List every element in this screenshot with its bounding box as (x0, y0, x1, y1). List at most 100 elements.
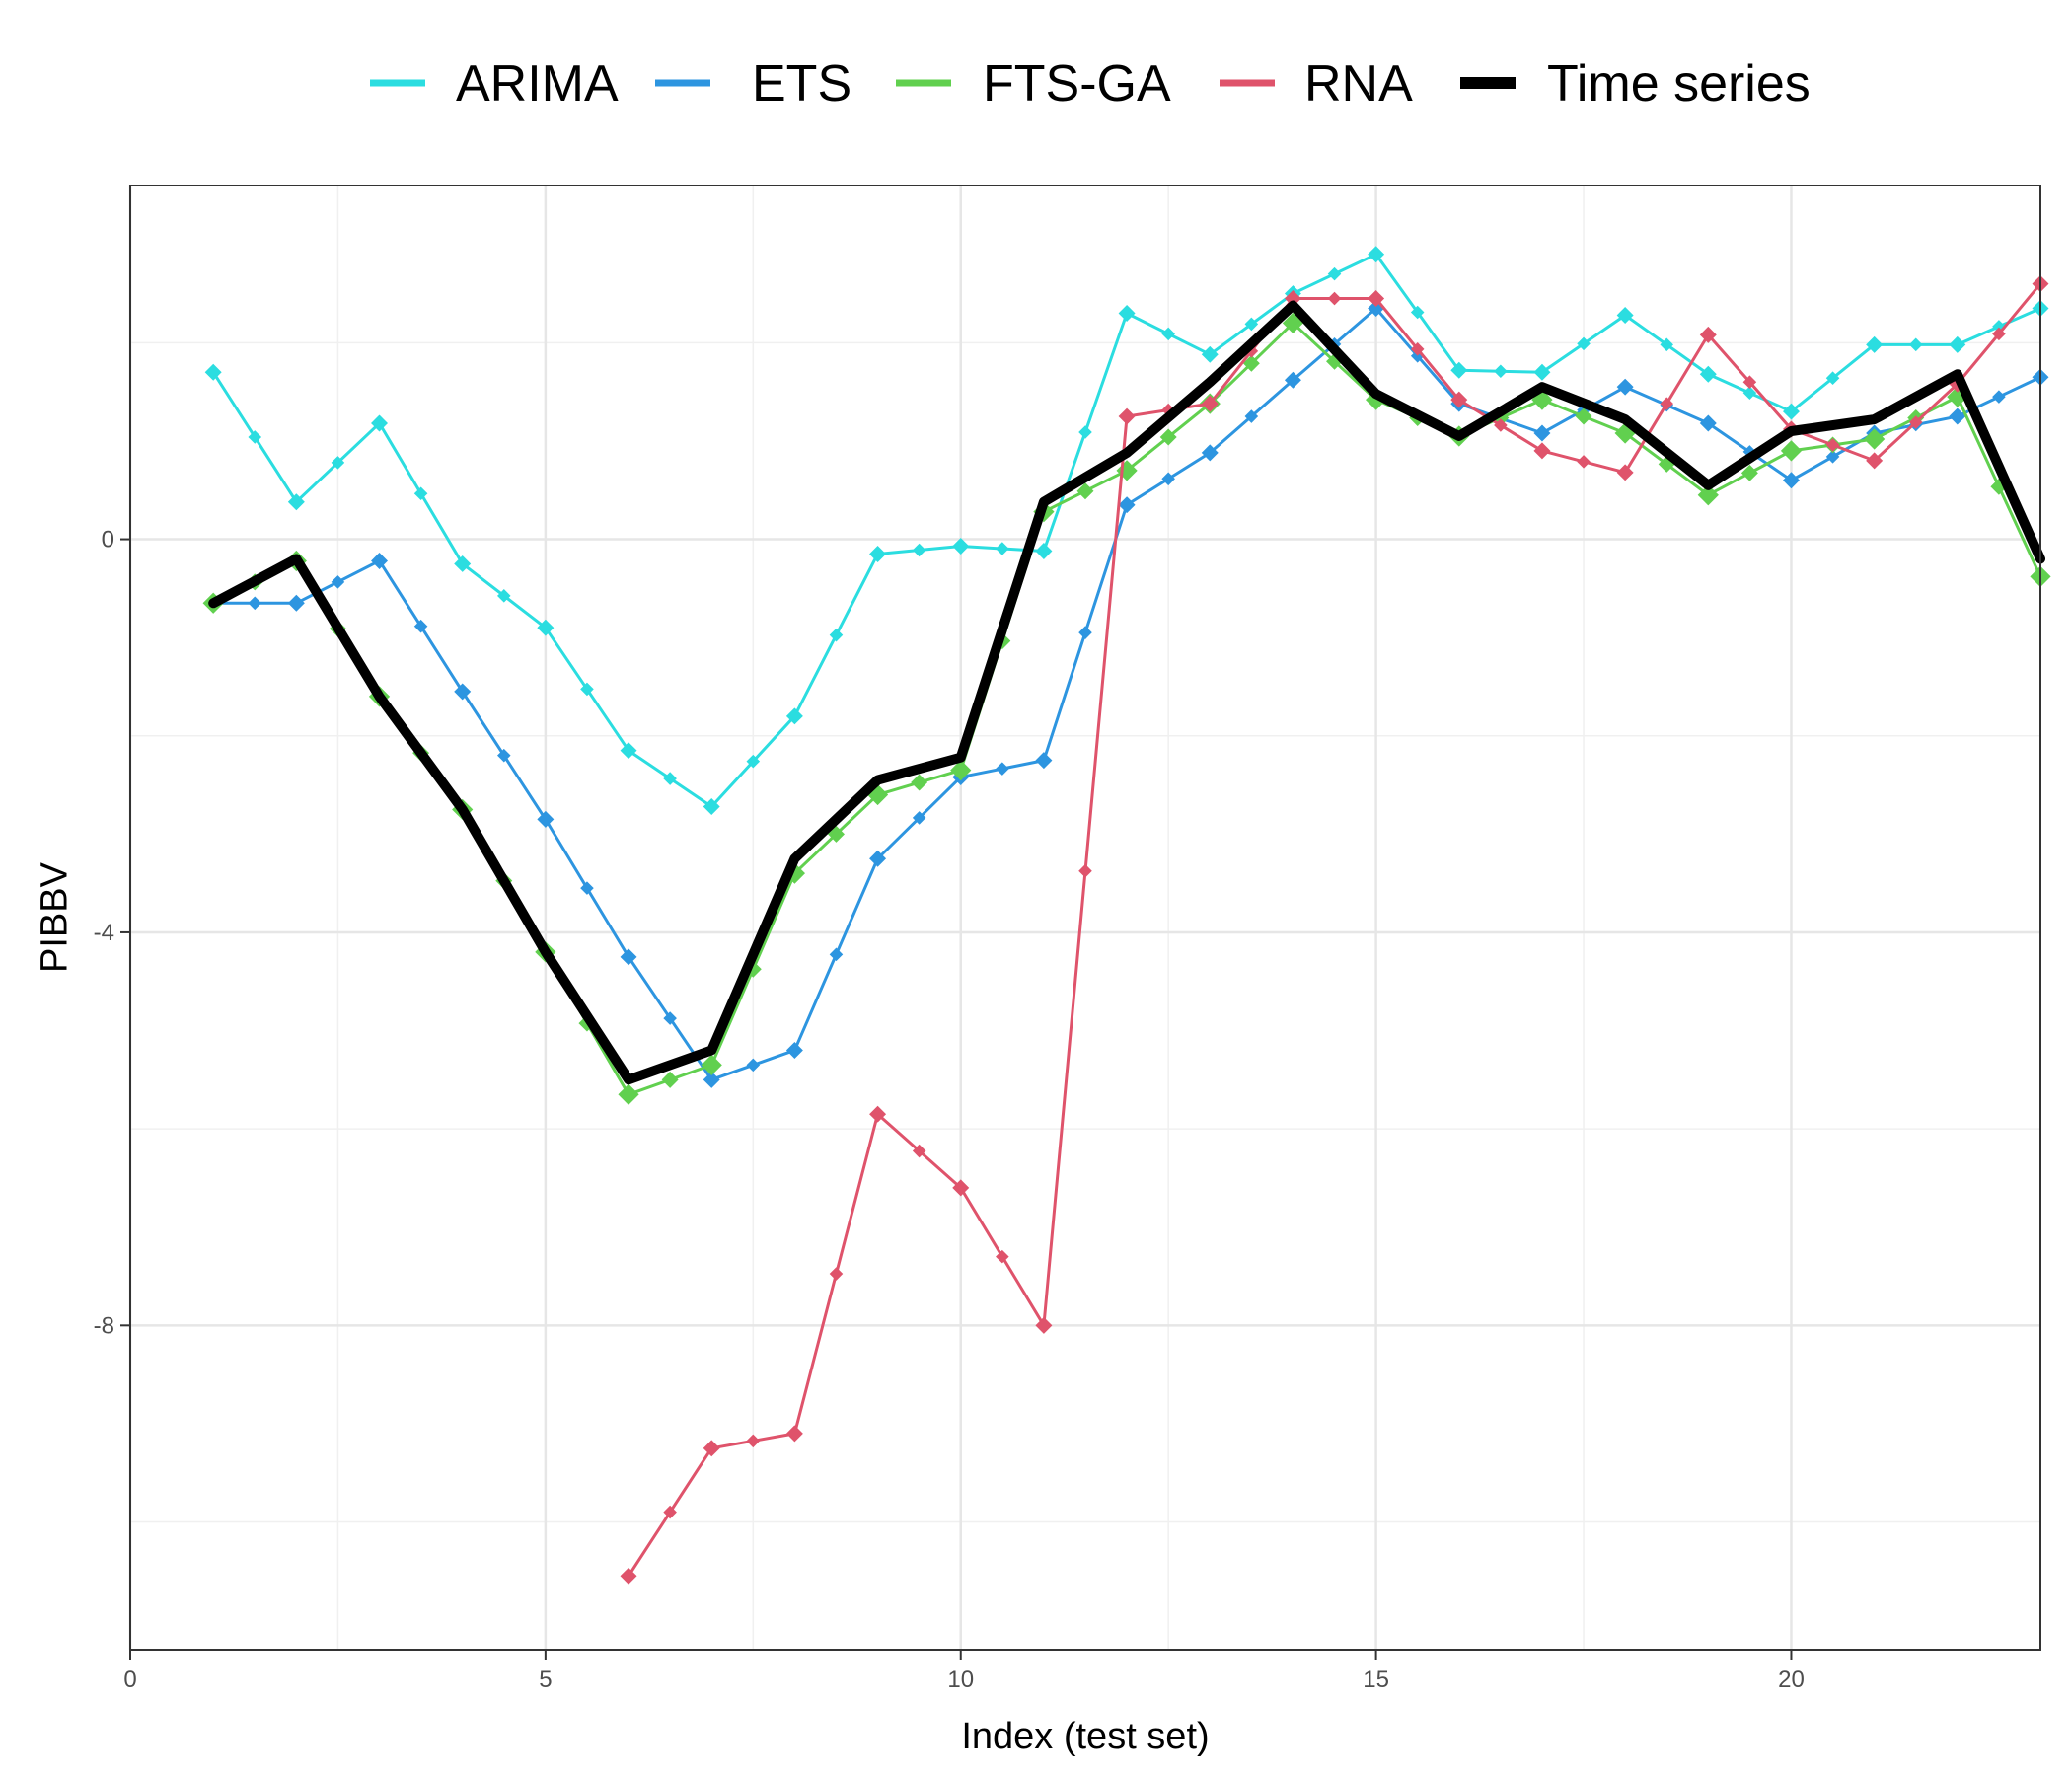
series-arima (204, 246, 2049, 815)
legend-label-ets: ETS (752, 55, 851, 112)
segment-marker-rna (1494, 418, 1508, 432)
data-point-arima (454, 555, 472, 572)
segment-marker-arima (1494, 364, 1508, 379)
segment-marker-rna (1825, 438, 1840, 452)
segment-marker-arima (829, 628, 844, 642)
data-point-rna (703, 1440, 720, 1457)
segment-marker-arima (1742, 386, 1757, 400)
data-point-arima (1949, 335, 1966, 353)
segment-marker-ets (248, 596, 262, 611)
grid-lines (128, 185, 2040, 1650)
y-tick-label: -4 (94, 920, 114, 946)
series-time-series (208, 300, 2045, 1085)
series-line-fts-ga (211, 321, 2042, 1096)
data-point-fts-ga (701, 1054, 722, 1076)
segment-marker-arima (1161, 327, 1175, 341)
segment-marker-arima (413, 486, 428, 501)
segment-marker-arima (1244, 317, 1259, 332)
segment-marker-ets (1825, 450, 1840, 464)
segment-marker-ets (1244, 409, 1259, 423)
data-point-ets (1035, 752, 1053, 770)
segment-marker-ets (331, 575, 345, 589)
series-line-rna (627, 282, 2042, 1578)
legend-label-fts-ga: FTS-GA (983, 55, 1171, 112)
data-point-ets (537, 810, 555, 828)
data-point-arima (1035, 543, 1053, 559)
segment-marker-ets (663, 1011, 677, 1025)
data-point-ets (1699, 414, 1717, 432)
legend-label-time-series: Time series (1547, 55, 1811, 112)
y-tick-label: 0 (102, 527, 114, 554)
data-point-ets (371, 552, 389, 569)
data-point-ets (1533, 424, 1551, 442)
segment-marker-ets (1078, 626, 1092, 639)
segment-marker-rna (746, 1434, 761, 1448)
legend-label-arima: ARIMA (456, 55, 619, 112)
data-point-arima (204, 363, 222, 381)
data-point-fts-ga (1780, 440, 1803, 462)
data-point-ets (869, 850, 887, 867)
data-point-ets (287, 594, 305, 612)
data-point-arima (952, 538, 970, 555)
data-point-rna (1118, 407, 1136, 425)
data-point-arima (703, 797, 720, 815)
data-point-rna (1035, 1316, 1053, 1334)
segment-marker-rna (912, 1144, 926, 1158)
data-point-ets (703, 1071, 720, 1088)
data-point-arima (620, 742, 637, 760)
x-axis: 0 5 10 15 20 (123, 1650, 1805, 1693)
x-axis-title: Index (test set) (961, 1716, 1209, 1757)
data-point-ets (454, 683, 472, 701)
segment-marker-arima (1825, 371, 1840, 385)
legend-item-arima: ARIMA (370, 55, 619, 112)
y-axis-title: PIBBV (34, 861, 75, 973)
x-tick-label: 15 (1363, 1666, 1389, 1693)
segment-marker-rna (663, 1505, 677, 1519)
segment-marker-arima (496, 589, 511, 603)
x-tick-label: 0 (123, 1666, 136, 1693)
data-point-arima (785, 707, 803, 725)
plot-border (129, 185, 2041, 1651)
segment-marker-ets (413, 619, 428, 633)
x-tick-label: 20 (1778, 1666, 1805, 1693)
data-point-rna (952, 1179, 970, 1197)
segment-marker-fts-ga (911, 774, 928, 791)
data-point-arima (1533, 363, 1551, 381)
segment-marker-ets (496, 748, 511, 763)
data-point-rna (869, 1105, 887, 1123)
data-point-ets (1616, 378, 1634, 396)
series-line-time-series (208, 300, 2045, 1085)
segment-marker-rna (1577, 455, 1591, 469)
segment-marker-rna (1992, 327, 2006, 341)
segment-marker-rna (1078, 863, 1092, 878)
data-point-ets (1782, 472, 1800, 489)
data-point-rna (1533, 442, 1551, 460)
data-point-rna (620, 1567, 637, 1585)
legend-item-rna: RNA (1220, 55, 1413, 112)
segment-marker-rna (829, 1267, 844, 1281)
segment-marker-arima (1078, 425, 1092, 439)
y-axis: 0 -4 -8 (94, 527, 130, 1339)
segment-marker-ets (746, 1058, 761, 1073)
segment-marker-arima (996, 542, 1009, 555)
legend-item-ets: ETS (655, 55, 851, 112)
legend-item-fts-ga: FTS-GA (896, 55, 1171, 112)
data-point-arima (371, 414, 389, 432)
segment-marker-ets (829, 947, 844, 962)
series-line-arima (211, 253, 2042, 808)
data-point-fts-ga (618, 1083, 639, 1105)
segment-marker-ets (580, 881, 594, 895)
segment-marker-arima (746, 754, 761, 769)
legend-item-time-series: Time series (1460, 55, 1811, 112)
data-point-ets (1118, 496, 1136, 514)
x-tick-label: 10 (947, 1666, 974, 1693)
segment-marker-arima (1410, 305, 1425, 320)
y-tick-label: -8 (94, 1312, 114, 1339)
series-layer (202, 246, 2051, 1585)
data-point-rna (785, 1425, 803, 1443)
segment-marker-ets (1161, 472, 1175, 486)
series-rna (620, 275, 2049, 1585)
data-point-rna (1616, 464, 1634, 481)
segment-marker-fts-ga (661, 1071, 679, 1088)
